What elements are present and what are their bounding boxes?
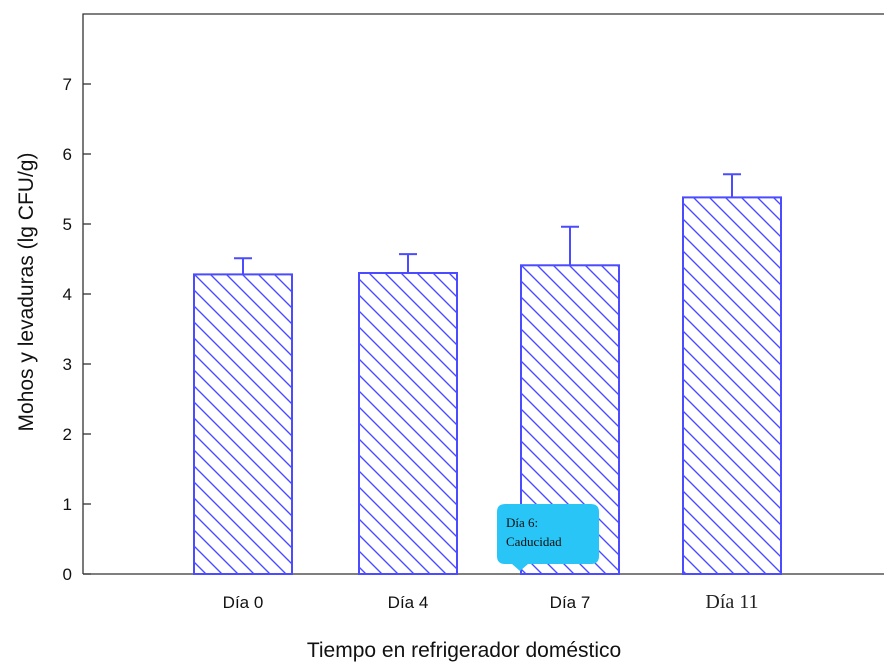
y-axis-title: Mohos y levaduras (lg CFU/g) bbox=[15, 153, 38, 432]
bar bbox=[682, 196, 782, 575]
x-tick-label: Día 7 bbox=[550, 593, 591, 612]
y-tick-label: 7 bbox=[63, 75, 72, 94]
bar bbox=[193, 273, 293, 575]
y-tick-label: 6 bbox=[63, 145, 72, 164]
bar bbox=[358, 272, 458, 575]
callout-bubble bbox=[497, 504, 599, 571]
y-tick-label: 1 bbox=[63, 495, 72, 514]
y-axis: 0 1 2 3 4 5 6 7 bbox=[63, 75, 91, 584]
x-axis-title: Tiempo en refrigerador doméstico bbox=[307, 639, 621, 662]
y-tick-label: 3 bbox=[63, 355, 72, 374]
x-tick-label: Día 11 bbox=[705, 591, 758, 613]
y-tick-label: 4 bbox=[63, 285, 72, 304]
callout-line-2: Caducidad bbox=[506, 534, 562, 549]
y-tick-label: 5 bbox=[63, 215, 72, 234]
caducidad-callout: Día 6: Caducidad bbox=[497, 504, 599, 571]
x-tick-label: Día 4 bbox=[388, 593, 429, 612]
y-tick-label: 0 bbox=[63, 565, 72, 584]
callout-line-1: Día 6: bbox=[506, 515, 538, 530]
plot-frame bbox=[82, 13, 884, 574]
y-tick-label: 2 bbox=[63, 425, 72, 444]
x-tick-label: Día 0 bbox=[223, 593, 264, 612]
x-axis-tick-labels: Día 0 Día 4 Día 7 Día 11 bbox=[223, 591, 759, 613]
bars bbox=[193, 173, 782, 575]
